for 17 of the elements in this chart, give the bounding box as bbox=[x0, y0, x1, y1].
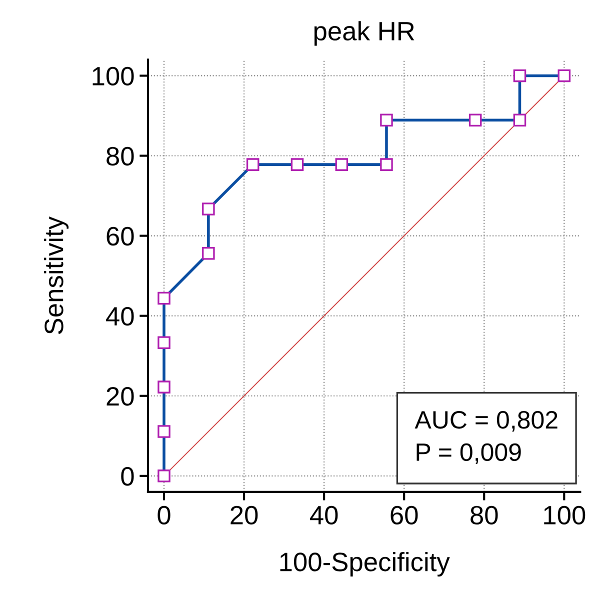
x-tick-label: 100 bbox=[544, 506, 586, 525]
annotation: P = 0,009 bbox=[416, 443, 521, 464]
annotation: AUC = 0,802 bbox=[414, 410, 558, 432]
y-tick-label: 100 bbox=[92, 66, 134, 86]
x-tick-label: 40 bbox=[310, 506, 338, 525]
y-tick-label: 20 bbox=[106, 387, 134, 406]
y-axis-title: Sensitivity bbox=[44, 216, 69, 334]
y-tick-label: 60 bbox=[106, 226, 134, 246]
chart-title: peak HR bbox=[314, 21, 414, 46]
x-tick-label: 60 bbox=[390, 506, 418, 525]
x-tick-label: 0 bbox=[158, 506, 170, 525]
y-tick-label: 40 bbox=[106, 306, 134, 326]
x-axis-title: 100-Specificity bbox=[280, 552, 450, 577]
x-tick-label: 80 bbox=[470, 506, 498, 525]
y-tick-label: 0 bbox=[121, 467, 134, 486]
x-tick-label: 20 bbox=[230, 506, 258, 525]
y-tick-label: 80 bbox=[106, 146, 134, 166]
